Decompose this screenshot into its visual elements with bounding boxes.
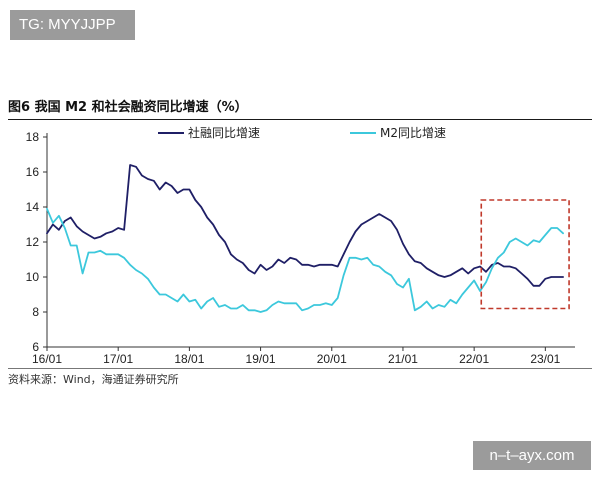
y-tick-label: 16: [26, 165, 40, 179]
legend-label: 社融同比增速: [188, 125, 260, 140]
watermark-top: TG: MYYJJPP: [10, 10, 135, 40]
source-divider: [8, 368, 592, 369]
y-tick-label: 18: [26, 130, 40, 144]
watermark-bottom: n–t–ayx.com: [473, 441, 591, 470]
y-tick-label: 14: [26, 200, 40, 214]
x-tick-label: 23/01: [530, 352, 560, 366]
highlight-dashed-box: [480, 199, 570, 310]
x-tick-label: 21/01: [388, 352, 418, 366]
chart-series: [46, 164, 564, 313]
title-divider: [8, 119, 592, 120]
x-tick-label: 22/01: [459, 352, 489, 366]
series-line-social-financing: [46, 164, 564, 287]
series-line-m2: [46, 207, 564, 313]
y-tick-label: 10: [26, 270, 40, 284]
chart-legend: 社融同比增速 M2同比增速: [158, 125, 446, 140]
y-tick-label: 8: [32, 305, 39, 319]
figure-title: 图6 我国 M2 和社会融资同比增速（%）: [8, 100, 248, 115]
y-tick-label: 12: [26, 235, 40, 249]
chart-axes: 6 8 10 12 14 16 18 16/01 17/01 18/01 19/01 20/01 21/…: [26, 130, 575, 366]
x-tick-label: 20/01: [317, 352, 347, 366]
legend-label: M2同比增速: [380, 126, 446, 140]
highlight-region: [480, 199, 570, 310]
x-tick-label: 17/01: [103, 352, 133, 366]
source-note: 资料来源：Wind，海通证券研究所: [8, 373, 179, 386]
x-tick-label: 16/01: [32, 352, 62, 366]
y-tick-label: 6: [32, 340, 39, 354]
x-tick-label: 19/01: [246, 352, 276, 366]
x-tick-label: 18/01: [174, 352, 204, 366]
